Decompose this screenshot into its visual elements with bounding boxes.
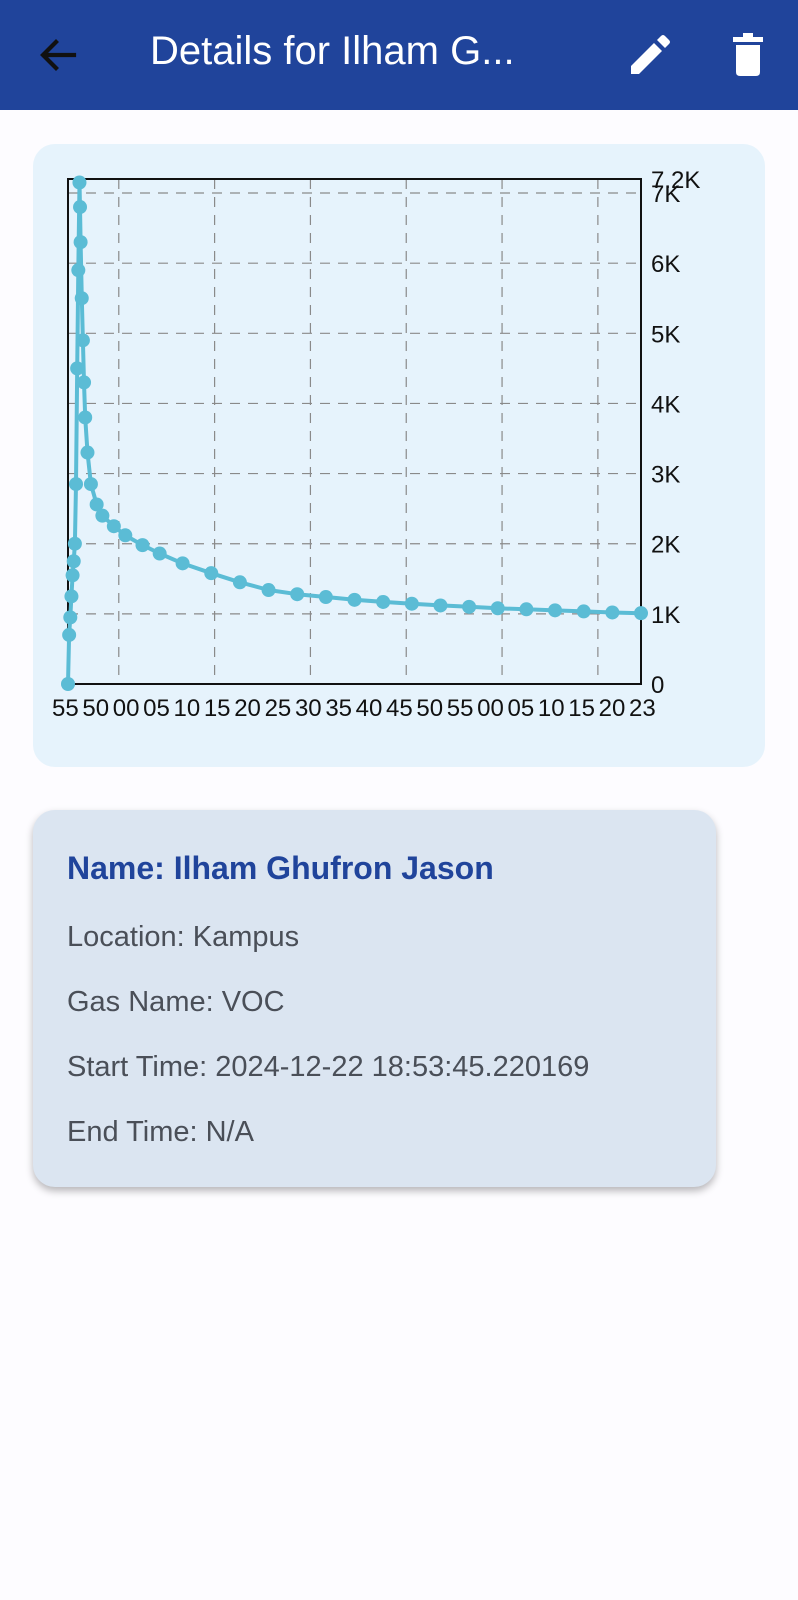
- x-tick-label: 05: [508, 695, 535, 722]
- data-point: [89, 497, 104, 512]
- gas-name-label: Gas Name: VOC: [67, 986, 285, 1018]
- back-button[interactable]: [28, 25, 88, 85]
- data-point: [548, 603, 563, 618]
- arrow-back-icon: [40, 39, 77, 71]
- data-point: [95, 508, 110, 523]
- x-tick-label: 00: [113, 695, 140, 722]
- session-info-card: Name: Ilham Ghufron Jason Location: Kamp…: [33, 810, 716, 1187]
- data-point: [290, 587, 305, 602]
- y-tick-labels: 0 1K 2K 3K 4K 5K 6K 7K7.2K: [651, 167, 700, 699]
- data-point: [61, 677, 75, 691]
- data-point: [63, 610, 78, 625]
- x-tick-label: 55: [52, 695, 79, 722]
- data-point: [78, 410, 93, 425]
- data-point: [519, 602, 534, 617]
- data-point: [118, 528, 133, 543]
- y-tick-label: 4K: [651, 391, 680, 418]
- x-tick-labels: 55 50 00 05 10 15 20 25 30 35 40 45 50 55 00 05 10 15 20 23: [52, 695, 656, 722]
- chart-grid: [68, 179, 641, 684]
- data-point: [66, 554, 81, 569]
- x-tick-label: 50: [82, 695, 109, 722]
- delete-button[interactable]: [718, 25, 778, 85]
- app-bar: Details for Ilham G...: [0, 0, 798, 110]
- data-point: [404, 596, 419, 611]
- x-tick-label: 25: [265, 695, 292, 722]
- data-point: [73, 235, 88, 250]
- pencil-icon: [631, 35, 670, 74]
- y-tick-label: 0: [651, 672, 664, 699]
- data-point: [67, 536, 82, 551]
- x-tick-label: 40: [356, 695, 383, 722]
- y-tick-label: 3K: [651, 462, 680, 489]
- y-tick-label: 2K: [651, 532, 680, 559]
- plot-frame: [67, 178, 642, 685]
- data-point: [73, 200, 88, 215]
- data-point: [75, 333, 90, 348]
- data-point: [106, 519, 121, 534]
- x-tick-label: 15: [568, 695, 595, 722]
- data-point: [65, 568, 80, 583]
- y-tick-label: 7K: [651, 181, 680, 208]
- series-layer: [61, 175, 648, 691]
- data-point: [135, 538, 150, 553]
- x-tick-label: 20: [599, 695, 626, 722]
- name-label: Name: Ilham Ghufron Jason: [67, 850, 494, 886]
- data-point: [433, 598, 448, 613]
- y-tick-label: 5K: [651, 321, 680, 348]
- end-time-label: End Time: N/A: [67, 1116, 254, 1148]
- data-point: [62, 627, 77, 642]
- data-point: [74, 291, 89, 306]
- data-point: [318, 590, 333, 605]
- data-point: [347, 592, 362, 607]
- data-point: [204, 566, 219, 581]
- x-tick-label: 05: [143, 695, 170, 722]
- data-point: [70, 361, 85, 376]
- y-tick-label: 7.2K: [651, 167, 700, 194]
- data-point: [605, 605, 620, 620]
- x-tick-label: 10: [173, 695, 200, 722]
- edit-button[interactable]: [620, 25, 680, 85]
- x-tick-label: 00: [477, 695, 504, 722]
- data-point: [261, 583, 276, 598]
- data-point: [576, 604, 591, 619]
- data-point: [376, 594, 391, 609]
- chart-card: 0 1K 2K 3K 4K 5K 6K 7K 7.2K 55 50 00 05 10 15 20 25 30 35…: [33, 144, 765, 767]
- data-point: [80, 445, 95, 460]
- x-tick-label: 45: [386, 695, 413, 722]
- x-tick-label: 55: [447, 695, 474, 722]
- x-tick-label: 15: [204, 695, 231, 722]
- y-tick-label: 6K: [651, 251, 680, 278]
- data-point: [175, 556, 190, 571]
- data-point: [69, 477, 84, 492]
- data-point: [71, 263, 86, 278]
- x-tick-label: 50: [416, 695, 443, 722]
- data-point: [83, 477, 98, 492]
- data-point: [152, 546, 167, 561]
- x-tick-label: 20: [234, 695, 261, 722]
- data-point: [490, 601, 505, 616]
- page-title: Details for Ilham G...: [150, 29, 515, 73]
- x-tick-label: 10: [538, 695, 565, 722]
- data-point: [634, 606, 648, 621]
- data-point: [64, 589, 79, 604]
- data-point: [462, 599, 477, 614]
- x-tick-label: 35: [325, 695, 352, 722]
- x-tick-label: 23: [629, 695, 656, 722]
- x-tick-label: 30: [295, 695, 322, 722]
- trash-icon: [733, 33, 763, 76]
- start-time-label: Start Time: 2024-12-22 18:53:45.220169: [67, 1051, 590, 1083]
- data-point: [77, 375, 92, 390]
- location-label: Location: Kampus: [67, 921, 300, 953]
- data-point: [72, 175, 87, 190]
- data-point: [232, 575, 247, 590]
- y-tick-label: 1K: [651, 602, 680, 629]
